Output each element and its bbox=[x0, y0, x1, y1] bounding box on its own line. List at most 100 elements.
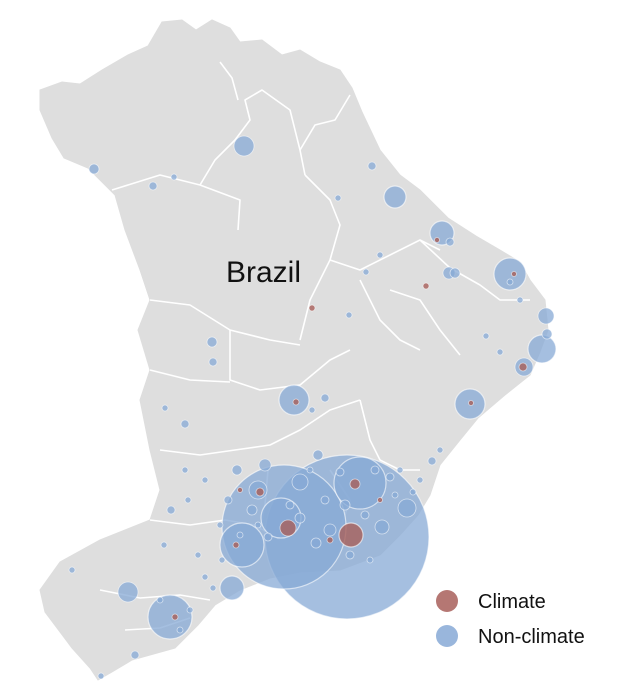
state-border bbox=[229, 330, 351, 391]
climate-bubble bbox=[279, 519, 297, 537]
legend-swatch-climate bbox=[436, 590, 458, 612]
non-climate-bubble bbox=[263, 532, 273, 542]
non-climate-bubble bbox=[482, 332, 490, 340]
non-climate-bubble bbox=[201, 476, 209, 484]
non-climate-bubble bbox=[416, 476, 424, 484]
non-climate-bubble bbox=[310, 537, 322, 549]
state-border bbox=[299, 174, 341, 341]
legend-label-climate: Climate bbox=[478, 591, 546, 613]
non-climate-bubble bbox=[156, 596, 164, 604]
non-climate-bubble bbox=[176, 626, 184, 634]
non-climate-bubble bbox=[367, 161, 377, 171]
non-climate-bubble bbox=[366, 556, 374, 564]
non-climate-bubble bbox=[445, 237, 455, 247]
non-climate-bubble bbox=[166, 505, 176, 515]
non-climate-bubble bbox=[449, 267, 461, 279]
climate-bubble bbox=[434, 237, 440, 243]
climate-bubble bbox=[237, 487, 243, 493]
non-climate-bubble bbox=[147, 594, 193, 640]
non-climate-bubble bbox=[496, 348, 504, 356]
non-climate-bubble bbox=[527, 334, 557, 364]
climate-bubble bbox=[232, 541, 240, 549]
non-climate-bubble bbox=[323, 523, 337, 537]
climate-bubble bbox=[468, 400, 474, 406]
state-border bbox=[199, 89, 306, 186]
non-climate-bubble bbox=[219, 522, 265, 568]
non-climate-bubble bbox=[391, 491, 399, 499]
non-climate-bubble bbox=[148, 181, 158, 191]
non-climate-bubble bbox=[294, 512, 306, 524]
non-climate-bubble bbox=[170, 173, 178, 181]
climate-bubble bbox=[171, 613, 179, 621]
state-border bbox=[359, 399, 420, 471]
non-climate-bubble bbox=[291, 473, 309, 491]
non-climate-bubble bbox=[409, 488, 417, 496]
non-climate-bubble bbox=[427, 456, 437, 466]
non-climate-bubble bbox=[233, 135, 255, 157]
non-climate-bubble bbox=[161, 404, 169, 412]
legend-swatch-non-climate bbox=[436, 625, 458, 647]
non-climate-bubble bbox=[97, 672, 105, 680]
climate-bubble bbox=[377, 497, 383, 503]
brazil-landmass bbox=[39, 19, 549, 681]
legend: Climate Non-climate bbox=[436, 590, 585, 648]
non-climate-bubble bbox=[493, 257, 527, 291]
non-climate-bubble bbox=[258, 458, 272, 472]
state-border bbox=[329, 239, 441, 271]
country-label: Brazil bbox=[226, 256, 301, 289]
land-area bbox=[39, 19, 549, 681]
state-border bbox=[389, 289, 461, 356]
state-border bbox=[219, 61, 239, 101]
non-climate-bubble bbox=[285, 500, 295, 510]
non-climate-bubble bbox=[541, 328, 553, 340]
non-climate-bubble bbox=[246, 504, 258, 516]
non-climate-bubble bbox=[201, 573, 209, 581]
non-climate-bubble bbox=[396, 466, 404, 474]
non-climate-bubble bbox=[516, 296, 524, 304]
non-climate-bubble bbox=[537, 307, 555, 325]
non-climate-bubble bbox=[370, 465, 380, 475]
non-climate-bubble bbox=[345, 311, 353, 319]
non-climate-bubble bbox=[320, 393, 330, 403]
non-climate-bubble bbox=[376, 251, 384, 259]
non-climate-bubble bbox=[231, 464, 243, 476]
non-climate-bubble bbox=[339, 499, 351, 511]
non-climate-bubble bbox=[206, 336, 218, 348]
non-climate-bubble bbox=[334, 194, 342, 202]
non-climate-bubble bbox=[385, 472, 395, 482]
non-climate-bubble bbox=[184, 496, 192, 504]
non-climate-bubble bbox=[216, 521, 224, 529]
non-climate-bubble bbox=[218, 556, 226, 564]
non-climate-bubble bbox=[308, 406, 316, 414]
non-climate-bubble bbox=[236, 531, 244, 539]
non-climate-bubble bbox=[181, 466, 189, 474]
non-climate-bubble bbox=[254, 521, 262, 529]
state-border bbox=[359, 279, 421, 351]
state-border bbox=[149, 369, 231, 383]
non-climate-bubble bbox=[362, 268, 370, 276]
non-climate-bubble bbox=[374, 519, 390, 535]
legend-label-non-climate: Non-climate bbox=[478, 626, 585, 648]
non-climate-bubble bbox=[397, 498, 417, 518]
climate-bubble bbox=[338, 522, 364, 548]
non-climate-bubble bbox=[360, 510, 370, 520]
non-climate-bubble bbox=[117, 581, 139, 603]
climate-bubble bbox=[349, 478, 361, 490]
non-climate-bubble bbox=[209, 584, 217, 592]
non-climate-bubble bbox=[335, 467, 345, 477]
state-border bbox=[159, 399, 361, 456]
climate-bubble bbox=[422, 282, 430, 290]
climate-bubble bbox=[326, 536, 334, 544]
non-climate-bubble bbox=[186, 606, 194, 614]
climate-bubble bbox=[308, 304, 316, 312]
non-climate-bubble bbox=[194, 551, 202, 559]
non-climate-bubble bbox=[320, 495, 330, 505]
climate-bubble bbox=[511, 271, 517, 277]
non-climate-bubble bbox=[160, 541, 168, 549]
non-climate-bubble bbox=[306, 466, 314, 474]
climate-bubble bbox=[255, 487, 265, 497]
non-climate-bubble bbox=[383, 185, 407, 209]
non-climate-bubble bbox=[180, 419, 190, 429]
state-border bbox=[419, 239, 530, 301]
climate-bubble bbox=[292, 398, 300, 406]
